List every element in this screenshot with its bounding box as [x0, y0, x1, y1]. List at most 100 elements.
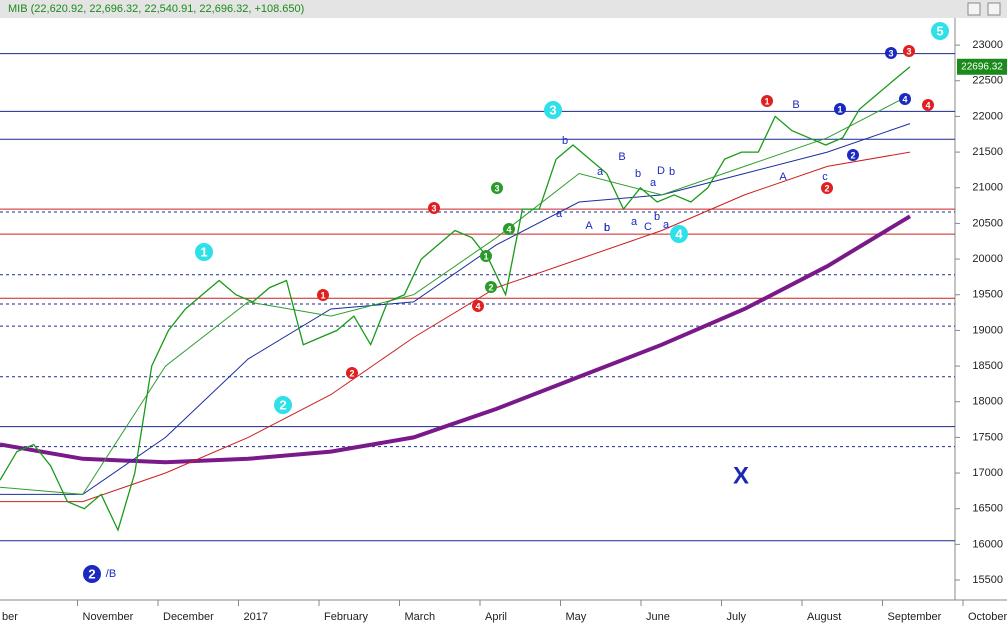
wave-label: 4 — [506, 224, 511, 234]
y-tick-label: 21500 — [972, 146, 1003, 158]
last-price-label: 22696.32 — [961, 61, 1003, 72]
wave-marker — [922, 99, 934, 111]
wave-label: b — [604, 222, 610, 234]
y-tick-label: 21000 — [972, 182, 1003, 194]
series-line — [0, 66, 911, 532]
x-tick-label: July — [727, 611, 747, 623]
series-line — [0, 94, 911, 495]
wave-label: 2 — [88, 566, 95, 581]
wave-label: A — [779, 171, 787, 183]
wave-label: a — [650, 177, 657, 189]
series-line — [0, 151, 911, 503]
wave-marker — [491, 182, 503, 194]
x-tick-label: April — [485, 611, 507, 623]
wave-label: b — [654, 211, 660, 223]
wave-label: 4 — [675, 226, 683, 241]
header-bar — [0, 0, 1007, 18]
y-tick-label: 17500 — [972, 431, 1003, 443]
wave-marker — [847, 149, 859, 161]
x-tick-label: August — [807, 611, 841, 623]
wave-marker — [485, 281, 497, 293]
y-tick-label: 22500 — [972, 75, 1003, 87]
x-tick-label: 2017 — [244, 611, 268, 623]
wave-marker — [195, 243, 213, 261]
wave-label: 4 — [902, 94, 907, 104]
wave-label: 2 — [279, 397, 286, 412]
series-line — [0, 123, 911, 495]
window-button[interactable] — [987, 2, 1001, 16]
y-tick-label: 20000 — [972, 253, 1003, 265]
wave-label: 3 — [431, 203, 436, 213]
y-tick-label: 17000 — [972, 467, 1003, 479]
wave-label: 2 — [850, 150, 855, 160]
wave-marker — [821, 182, 833, 194]
wave-marker — [83, 565, 101, 583]
wave-label: a — [663, 219, 670, 231]
wave-label: b — [562, 135, 568, 147]
last-price-box — [957, 58, 1007, 75]
y-tick-label: 19500 — [972, 289, 1003, 301]
x-tick-label: June — [646, 611, 670, 623]
y-tick-label: 16000 — [972, 538, 1003, 550]
wave-label: 1 — [320, 290, 325, 300]
wave-label: 1 — [483, 251, 488, 261]
wave-label: B — [618, 151, 625, 163]
wave-label: B — [792, 99, 799, 111]
wave-label: 3 — [888, 48, 893, 58]
wave-label: 3 — [549, 102, 556, 117]
wave-label: A — [585, 220, 593, 232]
wave-label: D — [657, 165, 665, 177]
y-tick-label: 22000 — [972, 110, 1003, 122]
series-line — [0, 214, 912, 465]
wave-marker — [834, 103, 846, 115]
y-tick-label: 19000 — [972, 324, 1003, 336]
wave-marker — [670, 225, 688, 243]
wave-marker — [503, 223, 515, 235]
wave-label: 1 — [837, 104, 842, 114]
wave-marker — [544, 101, 562, 119]
wave-label: b — [604, 222, 610, 234]
wave-marker — [931, 22, 949, 40]
wave-label: /B — [106, 568, 116, 580]
y-tick-label: 20500 — [972, 217, 1003, 229]
wave-label: a — [631, 216, 638, 228]
x-tick-label: May — [566, 611, 587, 623]
wave-label: 2 — [824, 183, 829, 193]
wave-label: 1 — [200, 244, 207, 259]
x-tick-label: ber — [2, 611, 18, 623]
y-tick-label: 15500 — [972, 574, 1003, 586]
x-tick-label: February — [324, 611, 369, 623]
wave-marker — [317, 289, 329, 301]
wave-marker — [885, 47, 897, 59]
wave-label: 1 — [764, 96, 769, 106]
annotation: X — [733, 462, 749, 489]
wave-marker — [761, 95, 773, 107]
y-tick-label: 18500 — [972, 360, 1003, 372]
wave-label: 4 — [475, 301, 480, 311]
wave-label: c — [822, 171, 828, 183]
wave-label: b — [669, 166, 675, 178]
x-tick-label: October — [968, 611, 1007, 623]
y-tick-label: 18000 — [972, 396, 1003, 408]
wave-marker — [428, 202, 440, 214]
wave-label: 2 — [349, 368, 354, 378]
wave-marker — [346, 367, 358, 379]
wave-marker — [472, 300, 484, 312]
x-tick-label: March — [405, 611, 436, 623]
wave-marker — [480, 250, 492, 262]
wave-label: 2 — [488, 282, 493, 292]
wave-label: a — [556, 208, 563, 220]
wave-marker — [903, 45, 915, 57]
wave-label: 5 — [936, 23, 943, 38]
wave-label: b — [635, 168, 641, 180]
wave-marker — [274, 396, 292, 414]
x-tick-label: November — [83, 611, 134, 623]
header-title: MIB (22,620.92, 22,696.32, 22,540.91, 22… — [8, 3, 304, 15]
wave-label: 3 — [494, 183, 499, 193]
wave-label: C — [644, 221, 652, 233]
y-tick-label: 23000 — [972, 39, 1003, 51]
window-button[interactable] — [967, 2, 981, 16]
wave-label: 3 — [906, 46, 911, 56]
